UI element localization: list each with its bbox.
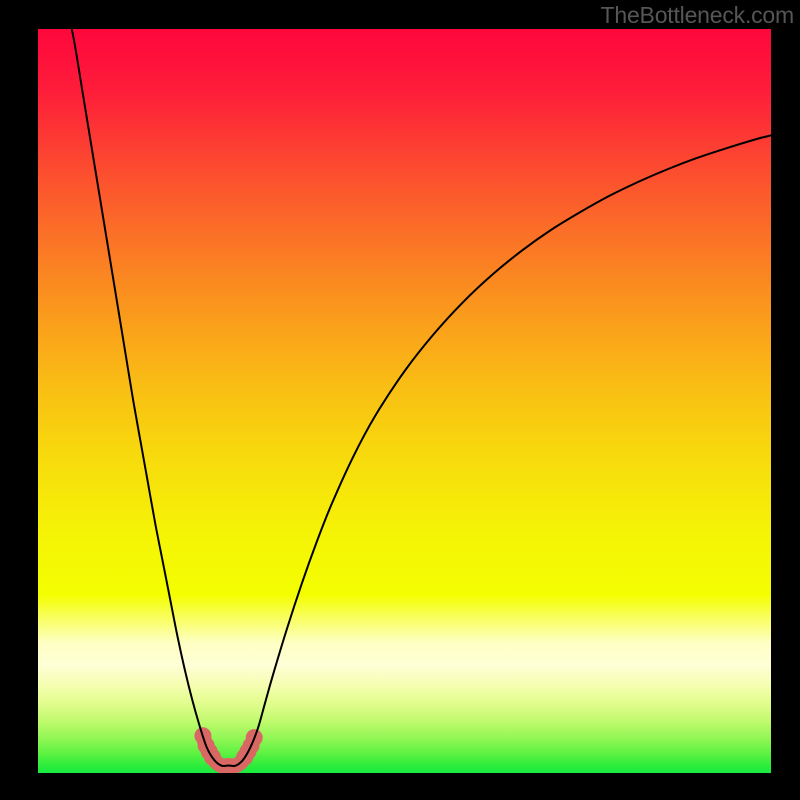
watermark-text: TheBottleneck.com bbox=[601, 2, 794, 29]
chart-root: TheBottleneck.com bbox=[0, 0, 800, 800]
plot-svg bbox=[38, 29, 771, 773]
gradient-background bbox=[38, 29, 771, 773]
plot-area bbox=[38, 29, 771, 773]
